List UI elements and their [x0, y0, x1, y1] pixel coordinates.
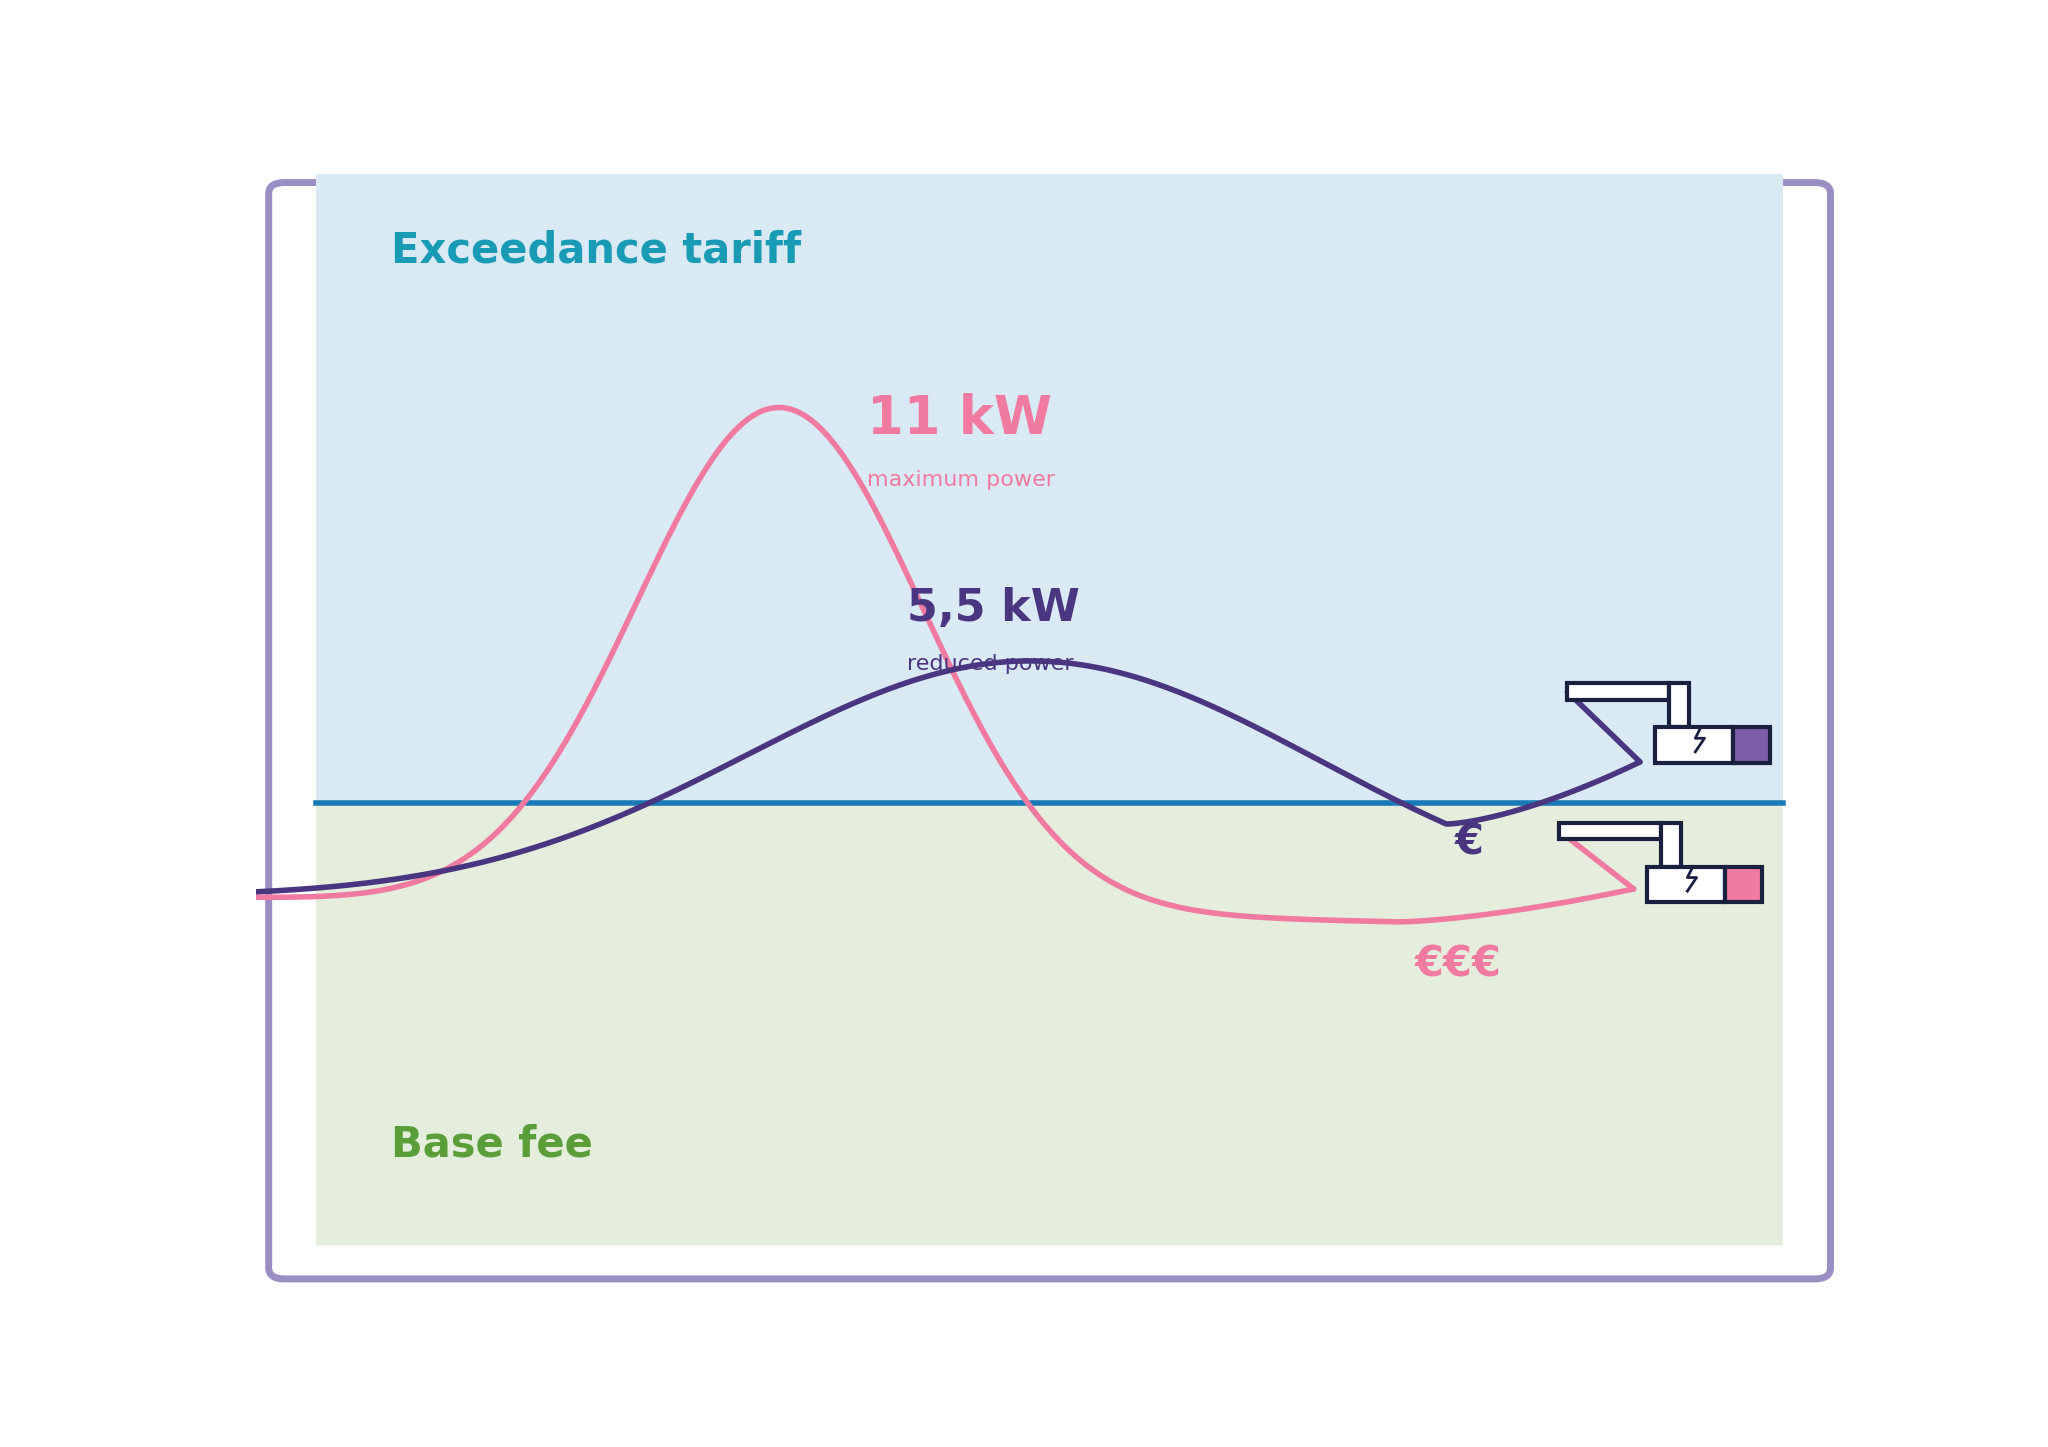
Polygon shape [1724, 867, 1761, 901]
Text: Base fee: Base fee [391, 1123, 592, 1165]
Bar [315, 803, 1784, 1246]
FancyBboxPatch shape [268, 182, 1831, 1279]
Text: 5,5 kW: 5,5 kW [907, 586, 1079, 629]
Polygon shape [1647, 867, 1724, 901]
Text: 11 kW: 11 kW [866, 392, 1053, 444]
Polygon shape [1559, 822, 1661, 839]
Text: €: € [1454, 820, 1483, 864]
Polygon shape [1733, 728, 1769, 763]
Text: €€€: €€€ [1415, 943, 1501, 985]
Polygon shape [1567, 683, 1669, 700]
Polygon shape [1669, 683, 1690, 728]
FancyBboxPatch shape [315, 194, 1784, 803]
Text: maximum power: maximum power [866, 470, 1055, 491]
Text: reduced power: reduced power [907, 654, 1073, 674]
Polygon shape [1661, 822, 1681, 867]
Text: Exceedance tariff: Exceedance tariff [391, 230, 801, 272]
Polygon shape [1655, 728, 1733, 763]
FancyBboxPatch shape [315, 803, 1784, 1246]
